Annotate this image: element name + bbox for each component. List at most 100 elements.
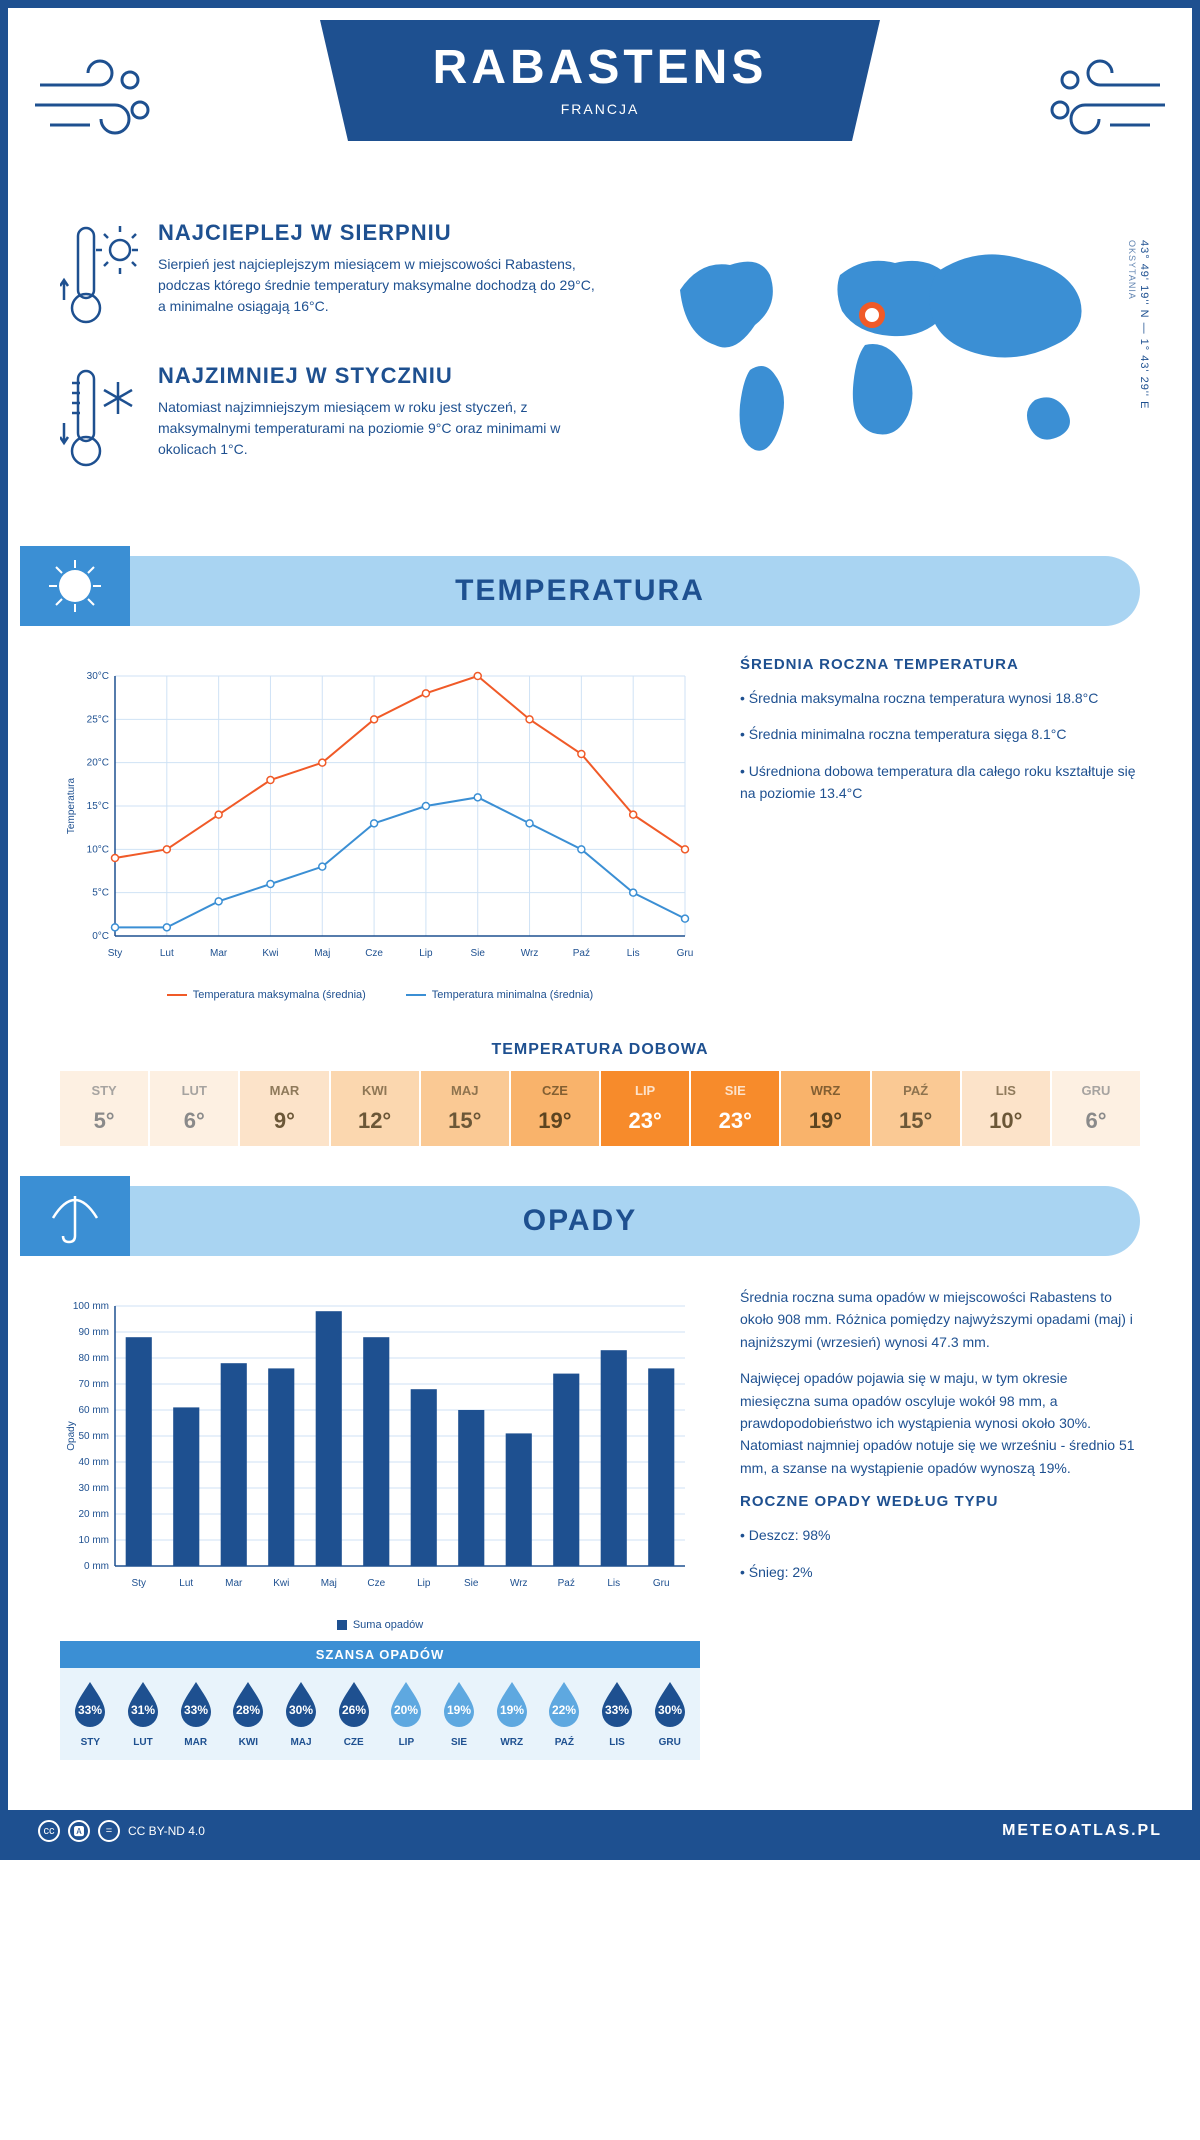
- svg-text:22%: 22%: [552, 1703, 576, 1717]
- avg-temp-bullet: • Średnia minimalna roczna temperatura s…: [740, 723, 1140, 745]
- svg-text:30 mm: 30 mm: [78, 1483, 109, 1494]
- svg-text:0°C: 0°C: [92, 931, 109, 942]
- precip-legend: Suma opadów: [60, 1619, 700, 1631]
- precip-summary: Średnia roczna suma opadów w miejscowośc…: [740, 1286, 1140, 1353]
- svg-text:Sie: Sie: [464, 1578, 479, 1589]
- svg-text:0 mm: 0 mm: [84, 1561, 109, 1572]
- svg-text:90 mm: 90 mm: [78, 1327, 109, 1338]
- daily-temp-cell: KWI12°: [331, 1071, 421, 1146]
- chance-drop: 33%STY: [66, 1680, 115, 1748]
- wind-icon: [1040, 50, 1170, 155]
- title-banner: RABASTENS FRANCJA: [320, 20, 880, 141]
- svg-text:33%: 33%: [78, 1703, 102, 1717]
- svg-text:30°C: 30°C: [87, 671, 109, 682]
- svg-text:Wrz: Wrz: [510, 1578, 528, 1589]
- by-icon: 🅰: [68, 1820, 90, 1842]
- coldest-title: NAJZIMNIEJ W STYCZNIU: [158, 363, 600, 389]
- svg-text:33%: 33%: [184, 1703, 208, 1717]
- svg-text:Paź: Paź: [573, 948, 590, 959]
- world-map: 43° 49' 19'' N — 1° 43' 29'' E OKSYTANIA: [640, 220, 1140, 506]
- hottest-title: NAJCIEPLEJ W SIERPNIU: [158, 220, 600, 246]
- precip-summary: Najwięcej opadów pojawia się w maju, w t…: [740, 1367, 1140, 1479]
- chance-drop: 19%SIE: [435, 1680, 484, 1748]
- svg-text:Sie: Sie: [471, 948, 486, 959]
- svg-text:10 mm: 10 mm: [78, 1535, 109, 1546]
- avg-temp-bullet: • Średnia maksymalna roczna temperatura …: [740, 687, 1140, 709]
- precip-type-bullet: • Śnieg: 2%: [740, 1561, 1140, 1583]
- svg-text:Maj: Maj: [314, 948, 330, 959]
- temperature-title: TEMPERATURA: [20, 574, 1140, 608]
- city-title: RABASTENS: [320, 40, 880, 95]
- temperature-legend: Temperatura maksymalna (średnia) Tempera…: [60, 989, 700, 1001]
- coordinates-label: 43° 49' 19'' N — 1° 43' 29'' E OKSYTANIA: [1126, 240, 1150, 409]
- daily-temp-cell: MAJ15°: [421, 1071, 511, 1146]
- svg-text:Cze: Cze: [365, 948, 383, 959]
- chance-drop: 19%WRZ: [487, 1680, 536, 1748]
- precip-title: OPADY: [20, 1204, 1140, 1238]
- daily-temp-cell: GRU6°: [1052, 1071, 1140, 1146]
- license-text: CC BY-ND 4.0: [128, 1824, 205, 1838]
- svg-text:Paź: Paź: [558, 1578, 575, 1589]
- daily-temp-cell: SIE23°: [691, 1071, 781, 1146]
- svg-text:26%: 26%: [342, 1703, 366, 1717]
- svg-text:30%: 30%: [289, 1703, 313, 1717]
- precip-section-header: OPADY: [20, 1186, 1140, 1256]
- daily-temp-row: STY5°LUT6°MAR9°KWI12°MAJ15°CZE19°LIP23°S…: [60, 1071, 1140, 1146]
- svg-text:30%: 30%: [658, 1703, 682, 1717]
- svg-text:Lut: Lut: [160, 948, 174, 959]
- sun-icon: [20, 546, 130, 626]
- svg-text:70 mm: 70 mm: [78, 1379, 109, 1390]
- svg-text:Mar: Mar: [225, 1578, 243, 1589]
- svg-text:19%: 19%: [447, 1703, 471, 1717]
- svg-text:15°C: 15°C: [87, 801, 109, 812]
- temperature-side-text: ŚREDNIA ROCZNA TEMPERATURA • Średnia mak…: [740, 656, 1140, 1001]
- precip-type-bullet: • Deszcz: 98%: [740, 1524, 1140, 1546]
- daily-temp-cell: STY5°: [60, 1071, 150, 1146]
- svg-text:Mar: Mar: [210, 948, 228, 959]
- chance-drop: 31%LUT: [119, 1680, 168, 1748]
- nd-icon: =: [98, 1820, 120, 1842]
- svg-text:20°C: 20°C: [87, 758, 109, 769]
- daily-temp-cell: LIP23°: [601, 1071, 691, 1146]
- svg-text:Kwi: Kwi: [262, 948, 278, 959]
- precip-chance-box: SZANSA OPADÓW 33%STY31%LUT33%MAR28%KWI30…: [60, 1641, 700, 1760]
- svg-text:100 mm: 100 mm: [73, 1301, 109, 1312]
- svg-text:Opady: Opady: [66, 1421, 77, 1450]
- footer: cc 🅰 = CC BY-ND 4.0 METEOATLAS.PL: [8, 1810, 1192, 1852]
- daily-temp-cell: LIS10°: [962, 1071, 1052, 1146]
- license-block: cc 🅰 = CC BY-ND 4.0: [38, 1820, 205, 1842]
- svg-text:25°C: 25°C: [87, 714, 109, 725]
- chance-drop: 20%LIP: [382, 1680, 431, 1748]
- svg-text:10°C: 10°C: [87, 844, 109, 855]
- chance-drop: 30%GRU: [645, 1680, 694, 1748]
- daily-temp-cell: WRZ19°: [781, 1071, 871, 1146]
- svg-text:Lut: Lut: [179, 1578, 193, 1589]
- brand-label: METEOATLAS.PL: [1002, 1822, 1162, 1840]
- svg-text:28%: 28%: [236, 1703, 260, 1717]
- svg-text:Maj: Maj: [321, 1578, 337, 1589]
- wind-icon: [30, 50, 160, 155]
- page-container: RABASTENS FRANCJA NAJCIEPLEJ W SIERPNIU …: [0, 0, 1200, 1860]
- avg-temp-title: ŚREDNIA ROCZNA TEMPERATURA: [740, 656, 1140, 673]
- hottest-block: NAJCIEPLEJ W SIERPNIU Sierpień jest najc…: [60, 220, 600, 335]
- svg-text:60 mm: 60 mm: [78, 1405, 109, 1416]
- svg-text:Lip: Lip: [419, 948, 433, 959]
- precip-side-text: Średnia roczna suma opadów w miejscowośc…: [740, 1286, 1140, 1760]
- svg-text:Temperatura: Temperatura: [66, 777, 77, 834]
- svg-text:Lis: Lis: [607, 1578, 620, 1589]
- precip-type-title: ROCZNE OPADY WEDŁUG TYPU: [740, 1493, 1140, 1510]
- daily-temp-cell: MAR9°: [240, 1071, 330, 1146]
- svg-text:Gru: Gru: [653, 1578, 670, 1589]
- daily-temp-cell: PAŹ15°: [872, 1071, 962, 1146]
- svg-text:31%: 31%: [131, 1703, 155, 1717]
- precip-bar-chart: 0 mm10 mm20 mm30 mm40 mm50 mm60 mm70 mm8…: [60, 1286, 700, 1760]
- chance-title: SZANSA OPADÓW: [60, 1641, 700, 1668]
- intro-section: NAJCIEPLEJ W SIERPNIU Sierpień jest najc…: [20, 220, 1180, 536]
- hottest-text: Sierpień jest najcieplejszym miesiącem w…: [158, 254, 600, 317]
- svg-text:Kwi: Kwi: [273, 1578, 289, 1589]
- daily-temp-cell: CZE19°: [511, 1071, 601, 1146]
- coldest-text: Natomiast najzimniejszym miesiącem w rok…: [158, 397, 600, 460]
- svg-text:Lis: Lis: [627, 948, 640, 959]
- avg-temp-bullet: • Uśredniona dobowa temperatura dla całe…: [740, 760, 1140, 805]
- umbrella-icon: [20, 1176, 130, 1256]
